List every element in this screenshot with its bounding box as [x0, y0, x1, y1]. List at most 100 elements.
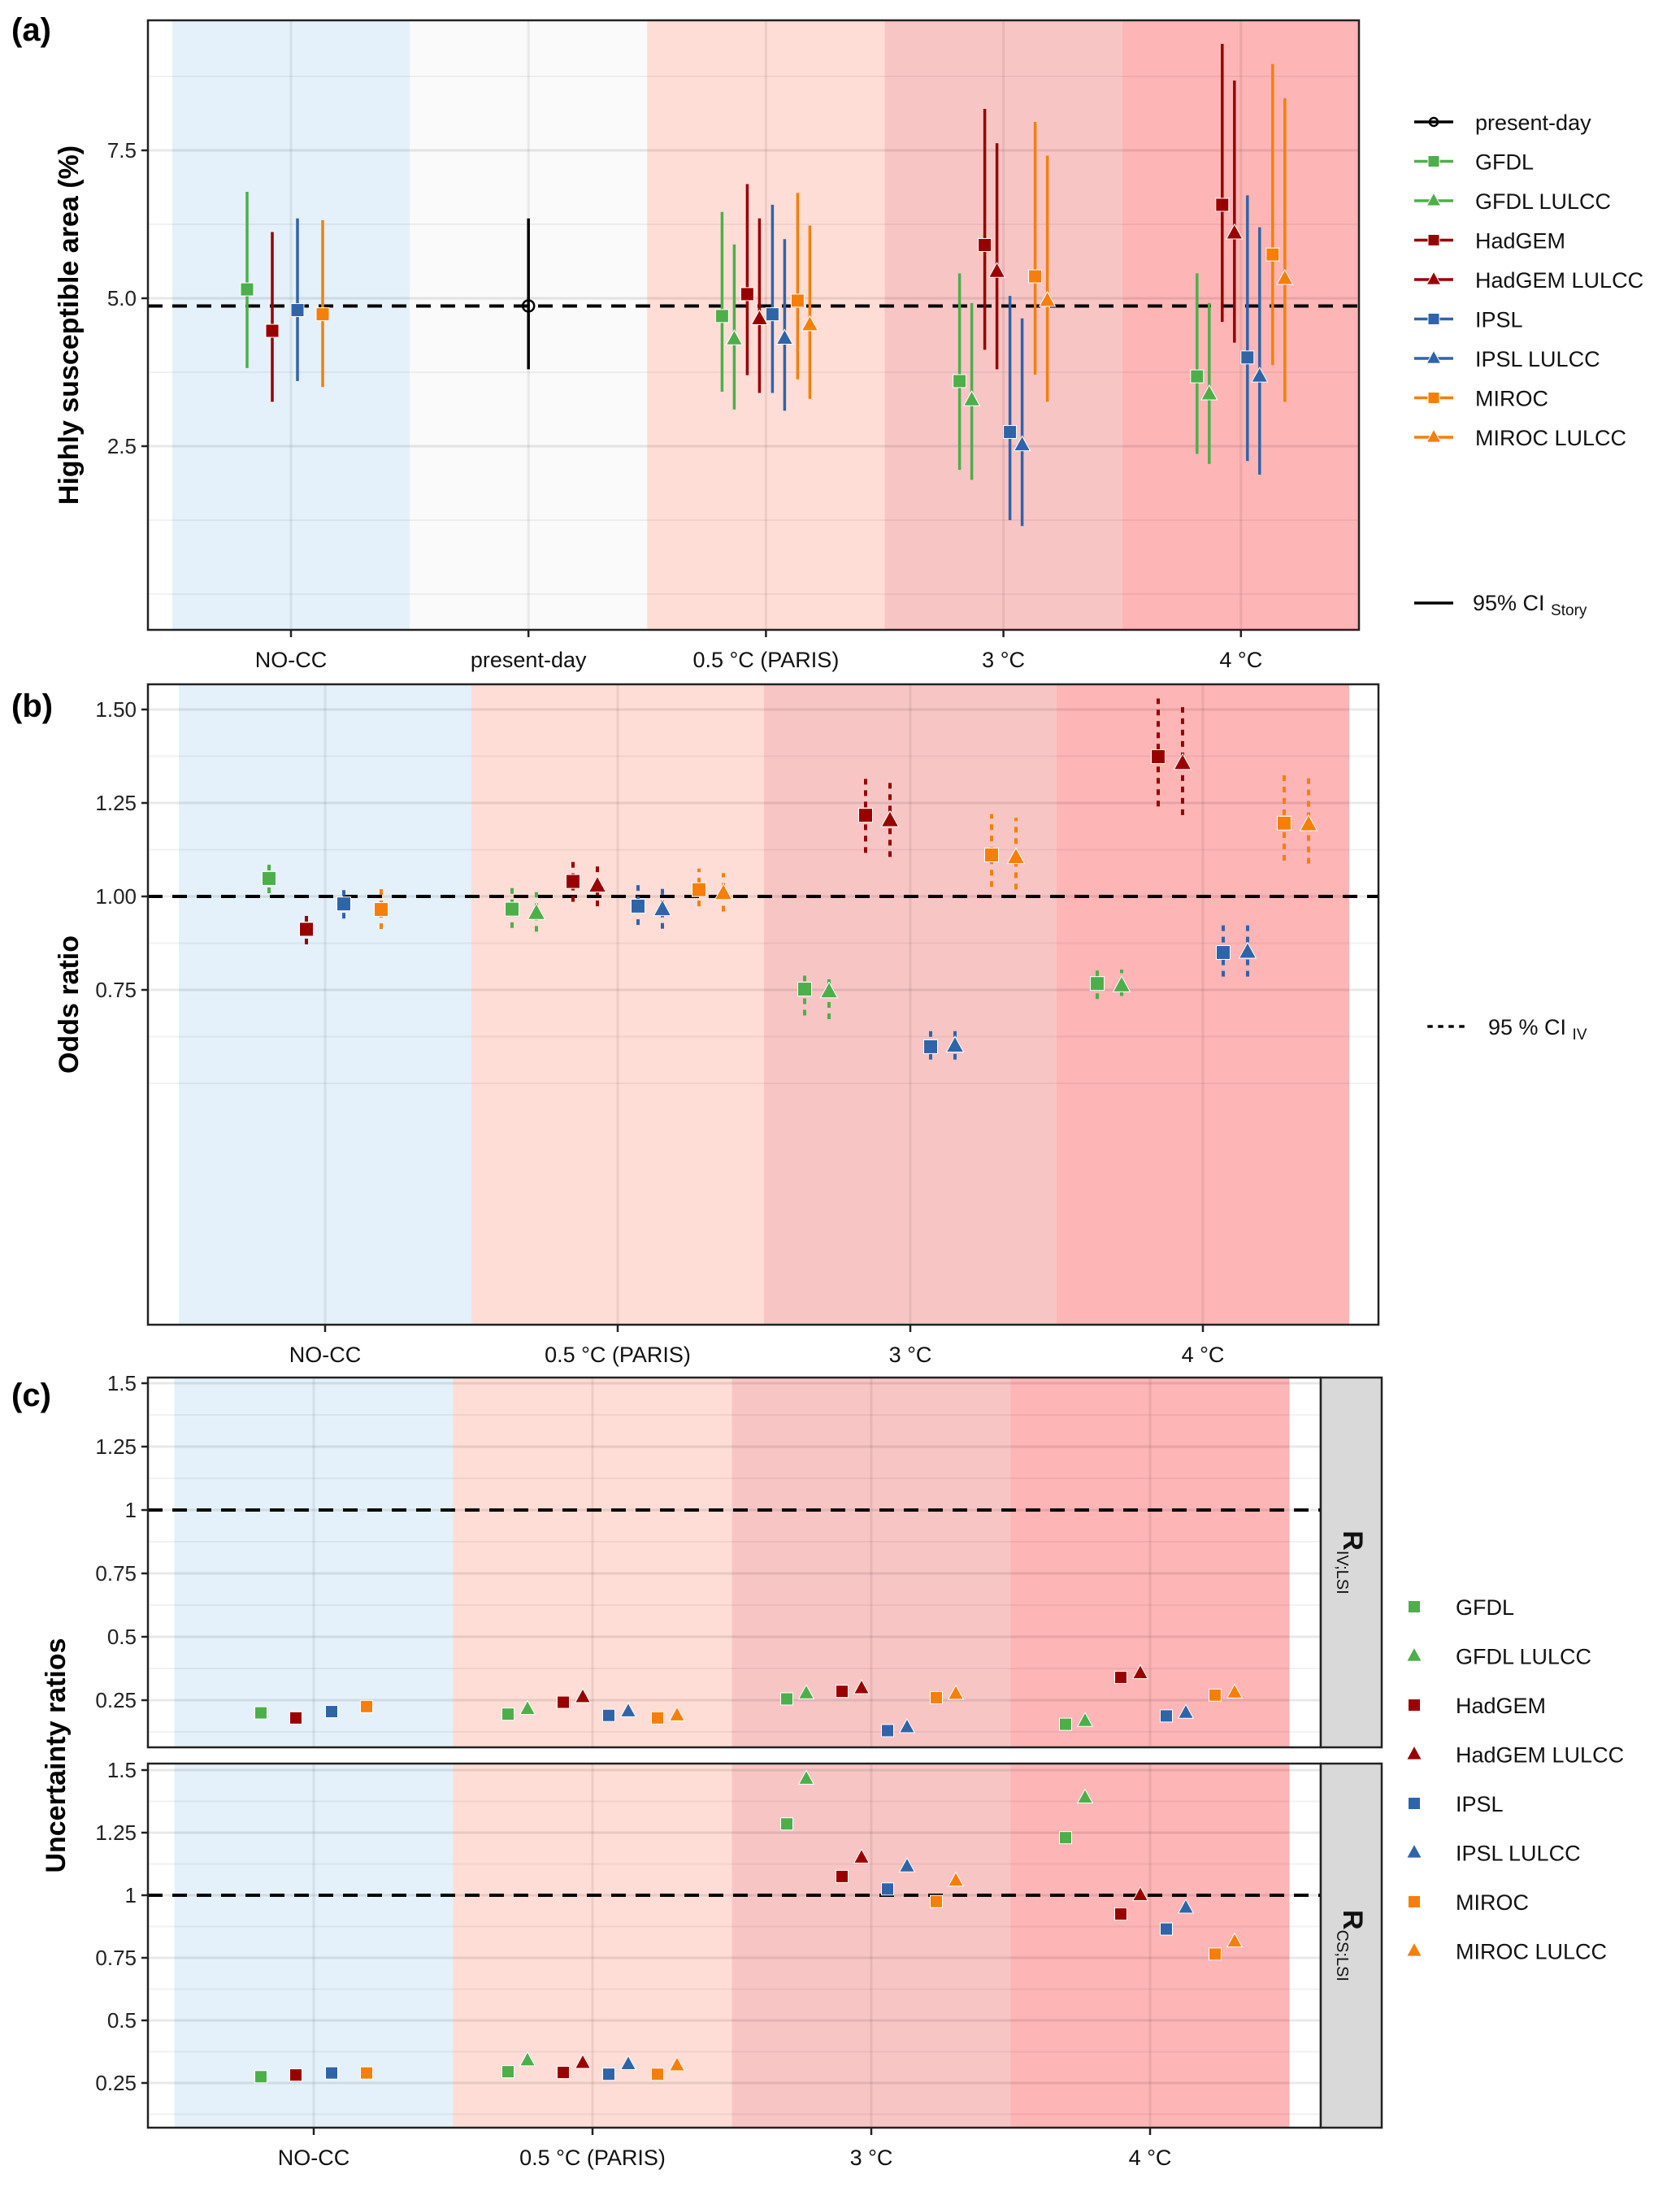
- band-no-cc: [174, 1378, 454, 1747]
- point-gfdl-lulcc-3-c: [819, 971, 839, 1020]
- y-axis-title-a: Highly susceptible area (%): [54, 145, 85, 505]
- marker-triangle: [1200, 384, 1218, 401]
- legend-marker-square: [1427, 313, 1440, 325]
- point-miroc-lulcc-3-c: [1006, 818, 1026, 890]
- legend-marker-triangle: [1426, 349, 1442, 364]
- point-hadgem-3-c: [978, 109, 992, 350]
- ci-sub: IV: [1573, 1026, 1587, 1044]
- legend-item-miroc: MIROC: [1408, 1890, 1529, 1915]
- marker-triangle: [945, 1035, 965, 1052]
- point-gfdl-lulcc-3-c: [797, 1684, 815, 1699]
- marker-square: [374, 902, 389, 918]
- point-gfdl-lulcc-4-c: [1076, 1712, 1094, 1727]
- x-tick-label-4-c: 4 °C: [1219, 648, 1262, 672]
- point-hadgem-lulcc-0-5-c-paris: [574, 2053, 592, 2069]
- legend-marker-square: [1427, 392, 1440, 404]
- point-ipsl-3-c: [881, 1724, 894, 1738]
- marker-triangle: [819, 981, 839, 999]
- legend-marker-square: [1408, 1797, 1421, 1810]
- legend-marker-square: [1408, 1895, 1421, 1908]
- band-no-cc: [171, 20, 410, 630]
- point-ipsl-0-5-c-paris: [602, 1708, 615, 1722]
- x-tick-label-0-5-c-paris: 0.5 °C (PARIS): [692, 648, 839, 672]
- marker-square: [1190, 369, 1205, 384]
- marker-square: [1215, 197, 1230, 212]
- strip-label: RCS;LSI: [1333, 1910, 1368, 1981]
- legend-label: GFDL: [1456, 1595, 1514, 1620]
- point-hadgem-lulcc-3-c: [853, 1848, 870, 1864]
- marker-triangle: [880, 809, 900, 827]
- point-miroc-lulcc-0-5-c-paris: [801, 225, 819, 399]
- band-4-c: [1010, 1378, 1290, 1747]
- marker-triangle: [527, 902, 546, 920]
- band-no-cc: [179, 684, 471, 1325]
- point-miroc-lulcc-0-5-c-paris: [668, 2056, 686, 2072]
- marker-square: [1151, 749, 1166, 764]
- y-axis-title-c: Uncertainty ratios: [41, 1638, 72, 1872]
- marker-triangle: [750, 309, 769, 326]
- point-gfdl-lulcc-0-5-c-paris: [527, 892, 546, 932]
- point-hadgem-lulcc-4-c: [1173, 707, 1192, 815]
- marker-square: [984, 847, 999, 862]
- legend-label: IPSL: [1456, 1792, 1504, 1816]
- marker-triangle: [653, 899, 672, 917]
- point-ipsl-lulcc-4-c: [1251, 227, 1269, 475]
- point-miroc-lulcc-3-c: [1038, 155, 1057, 402]
- point-miroc-4-c: [1209, 1688, 1222, 1702]
- y-tick-label: 1.25: [95, 1820, 137, 1845]
- legend-item-gfdl: GFDL: [1408, 1595, 1514, 1620]
- legend-item-present-day: present-day: [1414, 111, 1591, 135]
- point-gfdl-lulcc-0-5-c-paris: [519, 1699, 536, 1716]
- x-tick-label-no-cc: NO-CC: [289, 1343, 362, 1367]
- marker-square: [1028, 269, 1043, 284]
- legend-marker-square: [1427, 234, 1440, 246]
- legend-item-hadgem: HadGEM: [1408, 1694, 1546, 1718]
- point-gfdl-4-c: [1190, 273, 1205, 454]
- band-0-5-c-paris: [453, 1378, 732, 1747]
- legend-label: IPSL LULCC: [1475, 347, 1600, 371]
- y-tick-label: 0.75: [95, 1946, 137, 1970]
- point-hadgem-lulcc-3-c: [853, 1678, 870, 1694]
- point-gfdl-no-cc: [254, 1706, 267, 1720]
- point-miroc-3-c: [1028, 122, 1043, 375]
- y-tick-label: 0.25: [95, 1688, 137, 1712]
- legend-label: HadGEM LULCC: [1456, 1743, 1624, 1768]
- point-hadgem-0-5-c-paris: [557, 1695, 570, 1709]
- legend-item-gfdl: GFDL: [1414, 150, 1534, 175]
- facet-strip: RIV;LSI: [1319, 1376, 1383, 1749]
- marker-square: [740, 287, 754, 302]
- point-miroc-4-c: [1265, 63, 1280, 366]
- legend-ci-iv: 95 % CI IV: [1427, 1015, 1587, 1044]
- marker-square: [315, 307, 330, 322]
- strip-background: [1319, 1376, 1383, 1749]
- marker-triangle: [801, 315, 819, 332]
- marker-square: [953, 374, 967, 388]
- point-hadgem-lulcc-0-5-c-paris: [588, 860, 607, 907]
- legend-marker-square: [1427, 155, 1440, 167]
- legend-panel-a: present-day GFDL GFDL LULCC HadGEM HadGEM LU…: [1414, 111, 1643, 450]
- marker-square: [1240, 350, 1255, 365]
- marker-square: [765, 307, 779, 322]
- legend-label-ci-story: 95% CI Story: [1473, 591, 1587, 619]
- point-hadgem-no-cc: [289, 2068, 302, 2082]
- point-miroc-lulcc-0-5-c-paris: [714, 873, 733, 912]
- point-ipsl-lulcc-4-c: [1238, 921, 1257, 977]
- point-ipsl-4-c: [1240, 195, 1255, 462]
- point-gfdl-4-c: [1059, 1717, 1072, 1731]
- point-miroc-no-cc: [360, 2066, 373, 2080]
- point-ipsl-lulcc-3-c: [945, 1026, 965, 1060]
- y-tick-label: 0.75: [95, 978, 137, 1002]
- x-tick-label-no-cc: NO-CC: [255, 648, 328, 672]
- marker-square: [978, 237, 992, 252]
- legend-label-ci-iv: 95 % CI IV: [1488, 1015, 1587, 1044]
- legend-label: present-day: [1475, 111, 1591, 135]
- marker-triangle: [962, 390, 981, 406]
- point-miroc-lulcc-4-c: [1226, 1683, 1244, 1699]
- legend-panel-c: GFDL GFDL LULCC HadGEM HadGEM LULCC IPSL IPSL…: [1405, 1595, 1624, 1964]
- y-tick-label: 1: [125, 1498, 137, 1522]
- point-hadgem-lulcc-3-c: [988, 143, 1006, 370]
- legend-item-ipsl: IPSL: [1408, 1792, 1504, 1816]
- panel-a-plot: 2.5 5.0 7.5 NO-CC present-day 0.5 °C (PARIS) 3…: [107, 19, 1361, 672]
- point-ipsl-no-cc: [325, 2066, 338, 2080]
- marker-square: [714, 309, 729, 323]
